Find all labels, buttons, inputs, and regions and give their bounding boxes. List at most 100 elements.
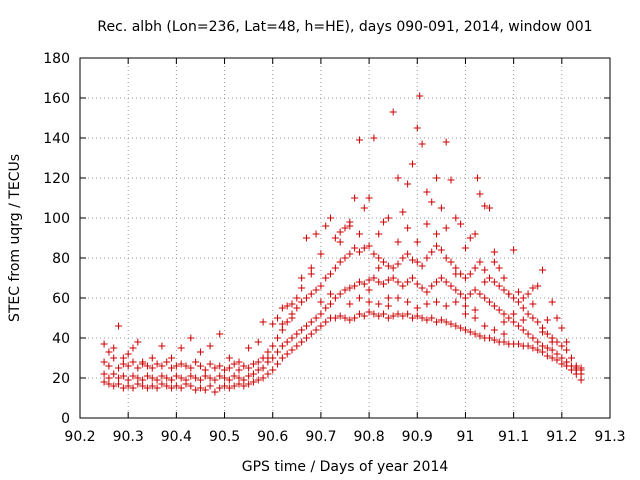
data-point xyxy=(423,300,431,308)
data-point xyxy=(298,274,306,282)
data-point xyxy=(331,294,339,302)
y-tick-label: 120 xyxy=(43,171,70,187)
data-point xyxy=(100,370,108,378)
data-point xyxy=(240,376,248,384)
data-point xyxy=(418,314,426,322)
data-point xyxy=(474,174,481,182)
data-point xyxy=(341,254,349,262)
data-point xyxy=(519,304,527,312)
x-tick-label: 90.6 xyxy=(257,429,288,445)
data-point xyxy=(216,372,224,380)
data-point xyxy=(553,350,561,358)
data-point xyxy=(269,342,277,350)
data-point xyxy=(413,312,421,320)
data-point xyxy=(302,294,310,302)
data-point xyxy=(505,290,513,298)
data-point xyxy=(172,372,180,380)
data-point xyxy=(461,310,469,318)
data-point xyxy=(529,300,537,308)
data-point xyxy=(119,384,127,392)
data-point xyxy=(394,310,402,318)
data-point xyxy=(283,338,291,346)
data-point xyxy=(423,254,431,262)
data-point xyxy=(230,360,238,368)
data-point xyxy=(360,244,368,252)
data-point xyxy=(389,312,397,320)
data-point xyxy=(221,374,229,382)
data-point xyxy=(404,310,412,318)
data-point xyxy=(442,224,450,232)
data-point xyxy=(351,194,359,202)
y-tick-label: 180 xyxy=(43,51,70,67)
data-point xyxy=(346,284,354,292)
data-point xyxy=(105,362,113,370)
data-point xyxy=(278,342,286,350)
data-point xyxy=(476,332,484,340)
data-point xyxy=(187,372,195,380)
data-point xyxy=(500,338,508,346)
data-point xyxy=(481,322,489,330)
data-point xyxy=(534,318,542,326)
data-point xyxy=(245,364,253,372)
data-point xyxy=(539,266,547,274)
data-point xyxy=(524,342,532,350)
data-point xyxy=(283,302,291,310)
data-point xyxy=(312,230,320,238)
data-point xyxy=(510,310,518,318)
data-point xyxy=(500,286,508,294)
data-point xyxy=(500,274,508,282)
data-point xyxy=(471,230,479,238)
data-point xyxy=(153,384,161,392)
data-point xyxy=(346,222,354,230)
data-point xyxy=(370,274,378,282)
data-point xyxy=(317,298,325,306)
data-point xyxy=(519,326,527,334)
data-point xyxy=(442,302,450,310)
data-point xyxy=(486,298,494,306)
data-point xyxy=(177,344,185,352)
data-point xyxy=(428,282,436,290)
data-point xyxy=(389,264,397,272)
data-point xyxy=(115,380,123,388)
data-point xyxy=(457,290,465,298)
data-point xyxy=(235,374,243,382)
data-point xyxy=(124,362,132,370)
data-point xyxy=(119,360,127,368)
data-point xyxy=(134,374,142,382)
data-point xyxy=(274,314,282,322)
data-point xyxy=(100,378,108,386)
data-point xyxy=(529,284,537,292)
data-point xyxy=(433,278,441,286)
data-point xyxy=(336,258,344,266)
data-point xyxy=(543,352,551,360)
data-point xyxy=(375,230,383,238)
data-point xyxy=(471,264,479,272)
data-point xyxy=(447,320,455,328)
data-point xyxy=(375,254,383,262)
x-tick-label: 90.5 xyxy=(209,429,240,445)
data-point xyxy=(206,342,214,350)
data-point xyxy=(317,322,325,330)
data-point xyxy=(360,204,368,212)
data-point xyxy=(216,362,224,370)
data-point xyxy=(418,284,426,292)
data-point xyxy=(302,334,310,342)
data-point xyxy=(461,274,469,282)
data-point xyxy=(442,138,450,146)
data-point xyxy=(225,354,233,362)
data-point xyxy=(341,286,349,294)
data-point xyxy=(196,348,204,356)
data-point xyxy=(399,282,407,290)
data-point xyxy=(336,312,344,320)
data-point xyxy=(447,282,455,290)
data-point xyxy=(567,366,575,374)
data-point xyxy=(322,222,330,230)
data-point xyxy=(293,342,301,350)
data-point xyxy=(225,364,233,372)
data-point xyxy=(115,364,123,372)
y-tick-labels: 0 20 40 60 80 100 120 140 160 180 xyxy=(43,51,70,427)
data-point xyxy=(351,282,359,290)
data-point xyxy=(553,356,561,364)
data-point xyxy=(404,250,412,258)
data-point xyxy=(235,366,243,374)
